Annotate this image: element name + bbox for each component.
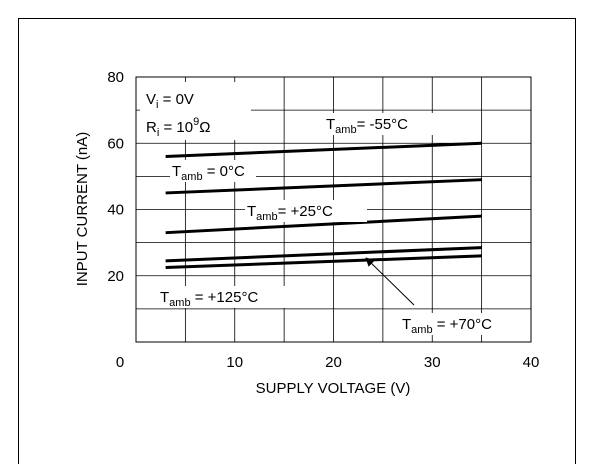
plot-area [135,76,532,343]
y-tick-label: 80 [107,69,124,86]
x-tick-label: 30 [424,354,441,371]
series-label-background [158,286,290,308]
series-line [165,141,482,158]
condition-vi: Vi = 0V [146,91,194,111]
x-tick-label: 0 [116,354,124,371]
y-tick-label: 60 [107,135,124,152]
series-label-background [324,113,436,135]
series-line [165,254,482,269]
series-line [165,246,482,263]
series-label-background [245,200,367,222]
series-label-background [400,313,522,335]
series-line [165,214,482,235]
series-label-label-0: Tamb = 0°C [172,163,245,183]
figure-frame [18,18,576,464]
series-line [165,178,482,195]
series-label-label-plus-25: Tamb= +25°C [247,203,333,223]
series-label-label-plus-125: Tamb = +125°C [160,289,258,309]
series-label-label-plus-70: Tamb = +70°C [402,316,492,336]
y-axis-label: INPUT CURRENT (nA) [74,132,91,286]
y-tick-label: 20 [107,268,124,285]
tick-labels: 0 10 20 30 40 20 40 60 80 [107,69,539,371]
conditions-box: Vi = 0V Ri = 109Ω [140,82,251,140]
x-axis-label: SUPPLY VOLTAGE (V) [256,380,411,397]
y-tick-label: 40 [107,202,124,219]
series-label-background [170,160,256,182]
series-lines [165,141,482,269]
leader-arrow [365,257,415,306]
x-tick-label: 10 [226,354,243,371]
x-tick-label: 20 [325,354,342,371]
condition-ri: Ri = 109Ω [146,116,210,139]
conditions-background [140,82,251,140]
series-label-label-minus-55: Tamb= -55°C [326,116,408,136]
x-tick-label: 40 [523,354,540,371]
